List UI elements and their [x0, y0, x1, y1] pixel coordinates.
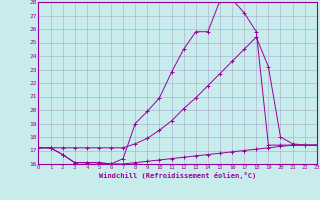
- X-axis label: Windchill (Refroidissement éolien,°C): Windchill (Refroidissement éolien,°C): [99, 172, 256, 179]
